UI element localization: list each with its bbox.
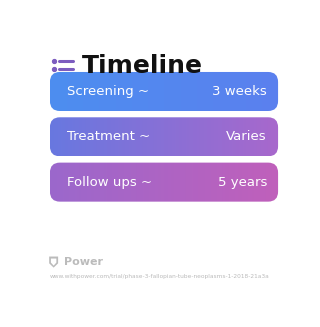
Text: Varies: Varies: [226, 130, 267, 143]
Text: Timeline: Timeline: [82, 54, 203, 78]
Text: Follow ups ~: Follow ups ~: [67, 176, 152, 189]
Text: Screening ~: Screening ~: [67, 85, 149, 98]
Text: www.withpower.com/trial/phase-3-fallopian-tube-neoplasms-1-2018-21a3a: www.withpower.com/trial/phase-3-fallopia…: [50, 274, 270, 279]
Polygon shape: [49, 257, 58, 267]
Text: 3 weeks: 3 weeks: [212, 85, 267, 98]
Text: 5 years: 5 years: [218, 176, 267, 189]
Text: Power: Power: [64, 257, 102, 267]
Polygon shape: [51, 259, 56, 266]
Text: Treatment ~: Treatment ~: [67, 130, 150, 143]
